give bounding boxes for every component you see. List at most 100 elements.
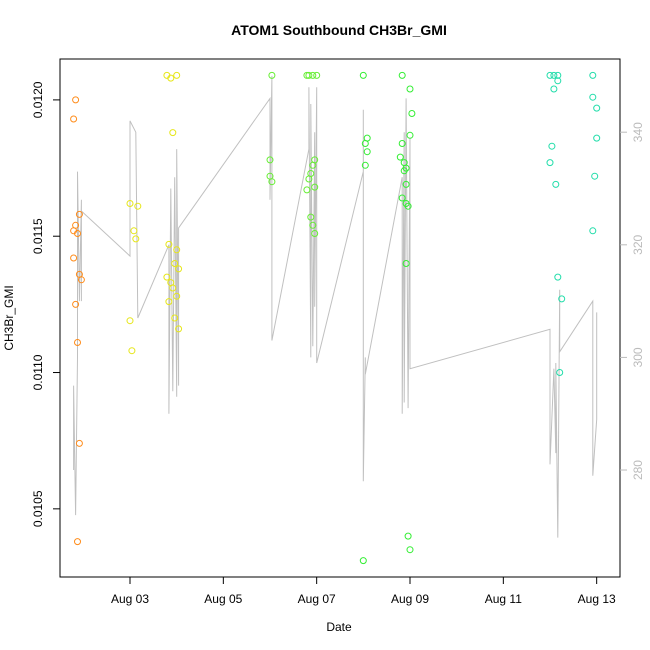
data-point xyxy=(591,172,599,180)
data-point xyxy=(309,71,317,79)
data-point xyxy=(72,96,80,104)
data-point xyxy=(408,110,416,117)
data-point xyxy=(406,546,414,554)
data-point xyxy=(398,140,406,147)
points-layer xyxy=(70,71,601,565)
data-point xyxy=(167,74,175,82)
data-point xyxy=(552,180,560,188)
data-point xyxy=(404,532,412,540)
secondary-series-line xyxy=(73,75,598,538)
data-point xyxy=(546,71,554,79)
x-tick-label: Aug 11 xyxy=(485,592,522,606)
y2-axis: 280 300 320 340 xyxy=(620,122,645,480)
y2-tick-label: 320 xyxy=(631,234,645,254)
data-point xyxy=(266,156,274,164)
data-point xyxy=(171,260,179,267)
x-tick-label: Aug 13 xyxy=(578,592,616,606)
data-point xyxy=(400,167,408,175)
y2-tick-label: 280 xyxy=(631,460,645,480)
plot-frame xyxy=(59,58,621,578)
data-point xyxy=(554,71,562,79)
data-point xyxy=(173,246,181,254)
data-point xyxy=(74,230,81,237)
y-axis: 0.0105 0.0110 0.0115 0.0120 xyxy=(31,81,60,527)
data-point xyxy=(134,202,142,210)
data-point xyxy=(554,273,562,281)
y-axis-label: CH3Br_GMI xyxy=(2,285,16,350)
data-point xyxy=(359,557,367,565)
data-point xyxy=(128,347,136,355)
data-point xyxy=(305,175,313,183)
x-tick-label: Aug 07 xyxy=(298,592,336,606)
x-tick-label: Aug 05 xyxy=(204,592,242,606)
data-point xyxy=(126,200,134,207)
data-point xyxy=(554,77,562,85)
data-point xyxy=(173,292,181,300)
y-tick-label: 0.0120 xyxy=(31,81,45,118)
secondary-line-layer xyxy=(73,75,598,538)
data-point xyxy=(311,230,319,237)
data-point xyxy=(163,273,171,281)
data-point xyxy=(548,142,556,150)
data-point xyxy=(72,300,80,308)
data-point xyxy=(70,254,78,262)
data-point xyxy=(311,183,319,191)
data-point xyxy=(171,314,179,322)
data-point xyxy=(398,194,406,202)
data-point xyxy=(130,227,138,235)
data-point xyxy=(546,159,554,167)
data-point xyxy=(307,213,315,221)
y-tick-label: 0.0110 xyxy=(31,354,45,390)
data-point xyxy=(268,178,276,186)
data-point xyxy=(309,221,317,229)
data-point xyxy=(361,161,369,169)
data-point xyxy=(404,202,412,210)
data-point xyxy=(175,265,183,273)
data-point xyxy=(550,71,558,79)
data-point xyxy=(398,71,406,79)
data-point xyxy=(361,140,369,147)
data-point xyxy=(313,71,321,79)
y-tick-label: 0.0115 xyxy=(31,218,45,254)
data-point xyxy=(363,148,371,156)
data-point xyxy=(75,210,83,218)
data-point xyxy=(77,276,85,284)
data-point xyxy=(406,85,414,93)
data-point xyxy=(593,104,601,112)
y2-tick-label: 340 xyxy=(631,122,645,142)
data-point xyxy=(406,131,414,139)
data-point xyxy=(402,260,410,267)
data-point xyxy=(169,129,177,137)
data-point xyxy=(70,115,78,123)
y2-tick-label: 300 xyxy=(631,347,645,367)
data-point xyxy=(132,235,140,243)
data-point xyxy=(309,161,317,169)
data-point xyxy=(303,186,311,194)
x-axis: Aug 03 Aug 05 Aug 07 Aug 09 Aug 11 Aug 13 xyxy=(111,577,616,606)
data-point xyxy=(74,339,81,346)
data-point xyxy=(556,369,564,376)
data-point xyxy=(173,71,181,79)
data-point xyxy=(589,71,597,79)
data-point xyxy=(589,93,597,101)
data-point xyxy=(165,240,173,248)
data-point xyxy=(169,284,177,292)
x-axis-label: Date xyxy=(326,620,352,634)
x-tick-label: Aug 09 xyxy=(391,592,429,606)
data-point xyxy=(126,317,134,325)
data-point xyxy=(165,298,173,306)
data-point xyxy=(359,71,367,79)
chart-title: ATOM1 Southbound CH3Br_GMI xyxy=(231,22,447,38)
data-point xyxy=(593,134,601,142)
data-point xyxy=(402,180,410,188)
data-point xyxy=(75,439,83,447)
y-tick-label: 0.0105 xyxy=(31,490,45,527)
x-tick-label: Aug 03 xyxy=(111,592,149,606)
data-point xyxy=(558,295,566,303)
data-point xyxy=(175,325,183,333)
data-point xyxy=(74,538,81,546)
data-point xyxy=(268,71,276,79)
data-point xyxy=(305,71,313,79)
data-point xyxy=(550,85,558,93)
